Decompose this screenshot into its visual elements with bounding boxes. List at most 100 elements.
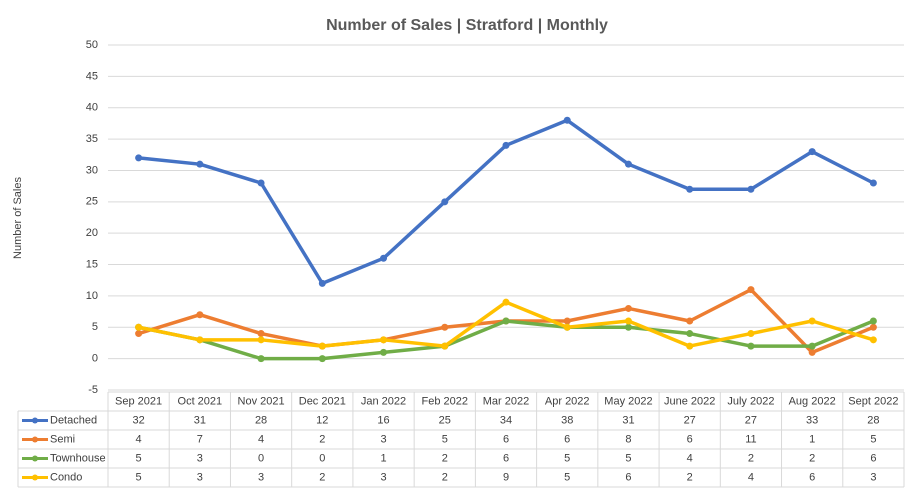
table-cell: 27 — [745, 414, 757, 426]
table-cell: 2 — [809, 452, 815, 464]
legend-marker — [32, 436, 38, 443]
y-tick-label: 20 — [86, 227, 98, 239]
table-cell: 6 — [870, 452, 876, 464]
x-tick-label: Oct 2021 — [178, 395, 223, 407]
data-point — [686, 185, 694, 193]
table-cell: 38 — [561, 414, 573, 426]
data-point — [257, 355, 265, 363]
y-tick-label: 25 — [86, 196, 98, 208]
y-tick-label: 5 — [92, 321, 98, 333]
x-tick-label: Apr 2022 — [545, 395, 590, 407]
table-cell: 7 — [197, 433, 203, 445]
table-cell: 0 — [319, 452, 325, 464]
y-tick-label: 50 — [86, 39, 98, 51]
legend-label: Semi — [50, 433, 75, 445]
legend-marker — [32, 474, 38, 481]
x-tick-label: Jan 2022 — [361, 395, 406, 407]
table-cell: 34 — [500, 414, 512, 426]
table-cell: 33 — [806, 414, 818, 426]
table-cell: 5 — [564, 471, 570, 483]
table-cell: 2 — [319, 433, 325, 445]
data-point — [441, 323, 449, 331]
y-tick-label: 30 — [86, 164, 98, 176]
data-point — [196, 336, 204, 344]
data-point — [747, 185, 755, 193]
table-cell: 4 — [258, 433, 264, 445]
chart-title: Number of Sales | Stratford | Monthly — [326, 17, 608, 34]
table-cell: 9 — [503, 471, 509, 483]
table-cell: 3 — [197, 452, 203, 464]
x-tick-label: June 2022 — [664, 395, 715, 407]
x-tick-label: Feb 2022 — [422, 395, 468, 407]
table-cell: 2 — [442, 452, 448, 464]
data-point — [502, 141, 510, 149]
data-point — [257, 330, 265, 338]
data-point — [318, 355, 326, 363]
table-cell: 4 — [136, 433, 142, 445]
data-point — [624, 160, 632, 168]
table-cell: 5 — [870, 433, 876, 445]
legend-label: Detached — [50, 414, 97, 426]
table-cell: 5 — [136, 452, 142, 464]
table-cell: 2 — [687, 471, 693, 483]
x-tick-label: Mar 2022 — [483, 395, 529, 407]
table-cell: 5 — [136, 471, 142, 483]
table-cell: 32 — [132, 414, 144, 426]
data-point — [563, 317, 571, 325]
data-point — [196, 311, 204, 319]
data-point — [869, 336, 877, 344]
x-tick-label: May 2022 — [604, 395, 652, 407]
table-cell: 4 — [687, 452, 693, 464]
x-tick-label: Nov 2021 — [238, 395, 285, 407]
x-tick-label: Aug 2022 — [789, 395, 836, 407]
data-point — [380, 336, 388, 344]
data-point — [686, 342, 694, 350]
data-point — [318, 279, 326, 287]
table-cell: 5 — [564, 452, 570, 464]
data-point — [869, 317, 877, 325]
y-tick-label: 15 — [86, 258, 98, 270]
table-cell: 3 — [197, 471, 203, 483]
table-cell: 5 — [442, 433, 448, 445]
data-point — [135, 154, 143, 162]
y-axis-label: Number of Sales — [12, 177, 24, 259]
data-point — [747, 286, 755, 294]
y-tick-label: 10 — [86, 290, 98, 302]
table-cell: 6 — [564, 433, 570, 445]
data-point — [257, 336, 265, 344]
table-cell: 3 — [380, 471, 386, 483]
table-cell: 12 — [316, 414, 328, 426]
data-point — [747, 342, 755, 350]
y-tick-label: 0 — [92, 353, 98, 365]
legend-label: Condo — [50, 471, 82, 483]
table-cell: 1 — [809, 433, 815, 445]
data-point — [380, 348, 388, 356]
x-tick-label: Sept 2022 — [848, 395, 898, 407]
table-cell: 6 — [625, 471, 631, 483]
table-cell: 6 — [503, 433, 509, 445]
y-tick-label: 35 — [86, 133, 98, 145]
y-tick-label: -5 — [88, 384, 98, 396]
data-point — [624, 317, 632, 325]
table-cell: 3 — [380, 433, 386, 445]
data-point — [686, 330, 694, 338]
data-point — [808, 148, 816, 156]
table-cell: 11 — [745, 433, 756, 445]
table-cell: 5 — [625, 452, 631, 464]
data-point — [380, 254, 388, 262]
table-cell: 2 — [442, 471, 448, 483]
table-cell: 16 — [377, 414, 389, 426]
table-cell: 6 — [503, 452, 509, 464]
data-point — [196, 160, 204, 168]
data-point — [563, 116, 571, 124]
table-cell: 28 — [867, 414, 879, 426]
data-point — [869, 323, 877, 331]
table-cell: 6 — [687, 433, 693, 445]
legend-marker — [32, 455, 38, 462]
table-cell: 2 — [319, 471, 325, 483]
data-point — [869, 179, 877, 187]
data-point — [318, 342, 326, 350]
table-cell: 31 — [194, 414, 206, 426]
legend-marker — [32, 417, 38, 424]
